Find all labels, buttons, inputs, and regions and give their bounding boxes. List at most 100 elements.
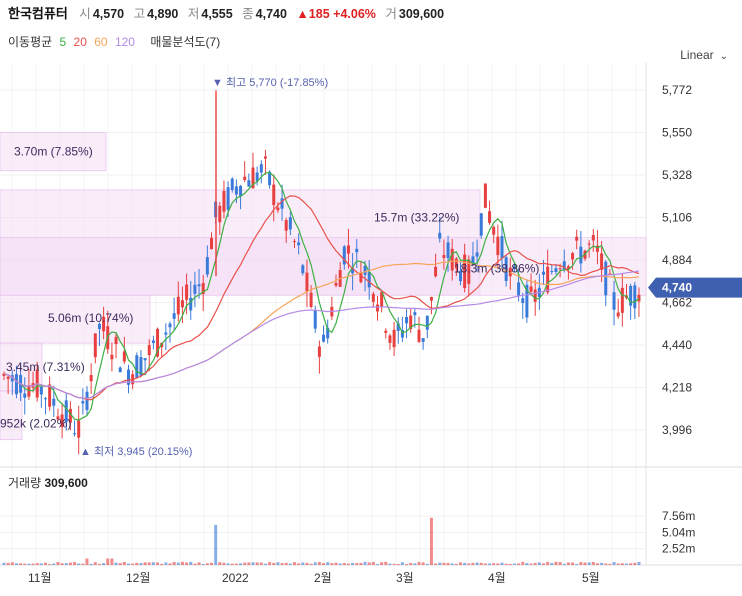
volume-bar <box>255 562 259 565</box>
volume-bar <box>205 563 209 565</box>
candle-body <box>156 328 160 357</box>
candle-body <box>529 286 533 292</box>
volume-bar <box>180 561 184 565</box>
high-value: 4,890 <box>147 7 179 21</box>
candle-body <box>550 271 554 273</box>
candle-body <box>546 266 550 293</box>
volume-bar <box>73 562 77 565</box>
x-axis-label: 4월 <box>488 571 506 585</box>
ma5-label[interactable]: 5 <box>59 35 67 49</box>
candle-body <box>400 330 404 338</box>
candle-body <box>355 248 359 253</box>
candle-body <box>616 312 620 317</box>
x-axis-label: 2022 <box>222 571 249 585</box>
volume-profile-label: 3.70m (7.85%) <box>14 145 93 159</box>
price-tick-label: 5,550 <box>662 126 692 140</box>
candle-body <box>52 398 56 406</box>
volume-bar <box>64 563 68 565</box>
volume-panel-label: 거래량 <box>8 476 42 490</box>
candle-body <box>554 268 558 272</box>
volume-profile-label[interactable]: 매물분석도(7) <box>150 35 221 49</box>
volume-bar <box>60 563 64 565</box>
volume-bar <box>102 563 106 565</box>
candle-body <box>201 283 205 295</box>
volume-bar <box>508 563 512 565</box>
volume-bar <box>546 561 550 565</box>
scale-dropdown[interactable]: Linear ⌄ <box>680 48 728 62</box>
candle-body <box>10 375 14 382</box>
volume-bar <box>417 561 421 565</box>
volume-bar <box>471 562 475 565</box>
volume-bar <box>338 563 342 565</box>
candle-body <box>504 257 508 282</box>
volume-bar <box>380 562 384 565</box>
chevron-down-icon: ⌄ <box>719 51 728 62</box>
candle-body <box>459 271 462 282</box>
candle-body <box>438 232 442 239</box>
candle-body <box>97 323 101 329</box>
volume-bar <box>19 563 23 565</box>
candle-body <box>326 327 330 339</box>
candle-body <box>359 272 363 283</box>
candle-body <box>471 256 475 265</box>
volume-bar <box>193 563 197 565</box>
volume-bar <box>189 561 193 565</box>
volume-profile-box <box>0 390 23 441</box>
ma5-line <box>3 171 640 421</box>
candle-body <box>396 323 400 331</box>
low-annotation: ▲ 최저 3,945 (20.15%) <box>80 445 192 458</box>
candle-body <box>147 345 151 356</box>
volume-bar <box>210 562 213 565</box>
volume-bar <box>376 563 379 565</box>
candle-body <box>558 268 562 270</box>
volume-bar <box>35 563 39 565</box>
candle-body <box>479 213 483 236</box>
candle-body <box>388 335 392 343</box>
volume-bar <box>14 563 18 565</box>
volume-bar <box>326 562 330 565</box>
ma60-label[interactable]: 60 <box>94 35 108 49</box>
volume-bar <box>201 563 205 565</box>
volume-value: 309,600 <box>398 7 445 21</box>
volume-bar <box>566 562 570 565</box>
volume-bar <box>197 562 201 565</box>
volume-bar <box>413 563 417 565</box>
candle-body <box>467 259 471 284</box>
change-pct: +4.06% <box>333 7 376 21</box>
volume-bar <box>93 562 97 565</box>
candle-body <box>234 186 238 195</box>
volume-bar <box>425 563 429 565</box>
ma120-label[interactable]: 120 <box>114 35 135 49</box>
volume-bar <box>620 563 624 565</box>
candle-body <box>114 336 118 345</box>
candle-body <box>263 156 267 159</box>
candle-body <box>575 236 579 241</box>
open-value: 4,570 <box>92 7 125 21</box>
volume-bar <box>276 562 280 565</box>
volume-profile-box <box>0 132 107 172</box>
volume-bar <box>85 558 89 565</box>
candle-body <box>64 400 68 423</box>
volume-bar <box>637 561 641 565</box>
volume-bar <box>442 562 446 565</box>
volume-profile-label: 5.06m (10.74%) <box>48 311 133 325</box>
volume-bar <box>176 562 180 565</box>
candle-body <box>450 248 454 271</box>
candle-body <box>500 236 504 259</box>
volume-bar <box>284 562 288 565</box>
candle-body <box>604 261 608 296</box>
volume-bar <box>355 563 359 565</box>
ma-legend[interactable]: 이동평균 5 20 60 120 매물분석도(7) <box>8 33 224 50</box>
volume-profile-label: 18.3m (38.86%) <box>454 261 539 275</box>
volume-panel-title: 거래량 309,600 <box>8 474 88 491</box>
x-axis-label: 3월 <box>396 571 414 585</box>
ma120-line <box>3 270 640 400</box>
volume-bar <box>39 563 43 565</box>
candle-body <box>525 284 529 318</box>
volume-bar <box>56 561 60 565</box>
candle-body <box>633 285 637 309</box>
ma20-label[interactable]: 20 <box>73 35 87 49</box>
candle-body <box>127 369 130 385</box>
candle-body <box>197 284 201 287</box>
